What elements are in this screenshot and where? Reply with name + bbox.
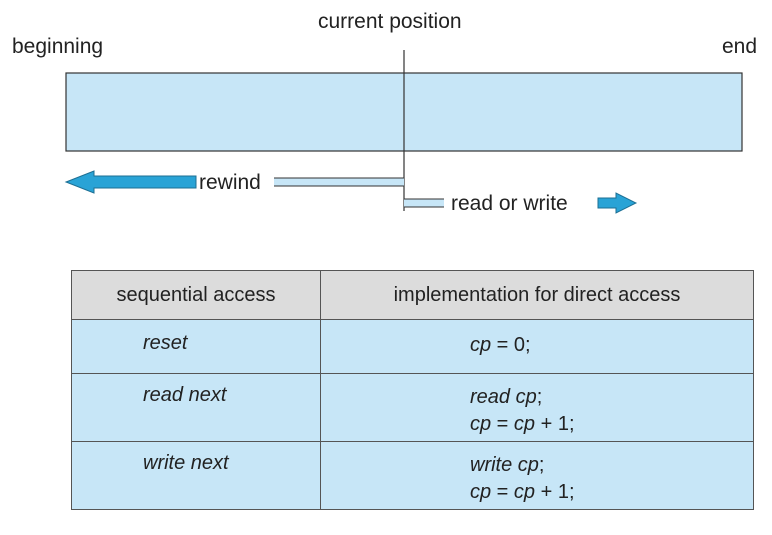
rewind-arrow [64, 170, 404, 194]
table-row: read next read cp; cp = cp + 1; [71, 373, 754, 442]
impl-line: cp = 0; [470, 334, 531, 356]
op-cell: write next [71, 441, 321, 510]
op-cell: reset [71, 319, 321, 374]
label-read-or-write: read or write [451, 192, 568, 215]
table-row: write next write cp; cp = cp + 1; [71, 441, 754, 510]
impl-line: cp = cp + 1; [470, 481, 575, 503]
label-current-position: current position [318, 10, 462, 33]
op-cell: read next [71, 373, 321, 442]
header-sequential-access: sequential access [71, 270, 321, 320]
op-reset: reset [143, 332, 188, 354]
impl-cell: cp = 0; [320, 319, 754, 374]
label-end: end [722, 35, 758, 58]
op-write-next: write next [143, 452, 229, 474]
op-read-next: read next [143, 384, 227, 406]
impl-line: cp = cp + 1; [470, 413, 575, 435]
label-rewind: rewind [199, 171, 261, 194]
table-row: reset cp = 0; [71, 319, 754, 374]
header-direct-access: implementation for direct access [320, 270, 754, 320]
impl-cell: write cp; cp = cp + 1; [320, 441, 754, 510]
table-header-row: sequential access implementation for dir… [71, 270, 754, 320]
label-beginning: beginning [12, 35, 104, 58]
impl-cell: read cp; cp = cp + 1; [320, 373, 754, 442]
impl-line: write cp; [470, 454, 545, 476]
impl-line: read cp; [470, 386, 543, 408]
tape-diagram [64, 50, 743, 214]
read-write-arrow [403, 186, 638, 214]
access-table: sequential access implementation for dir… [71, 270, 754, 510]
